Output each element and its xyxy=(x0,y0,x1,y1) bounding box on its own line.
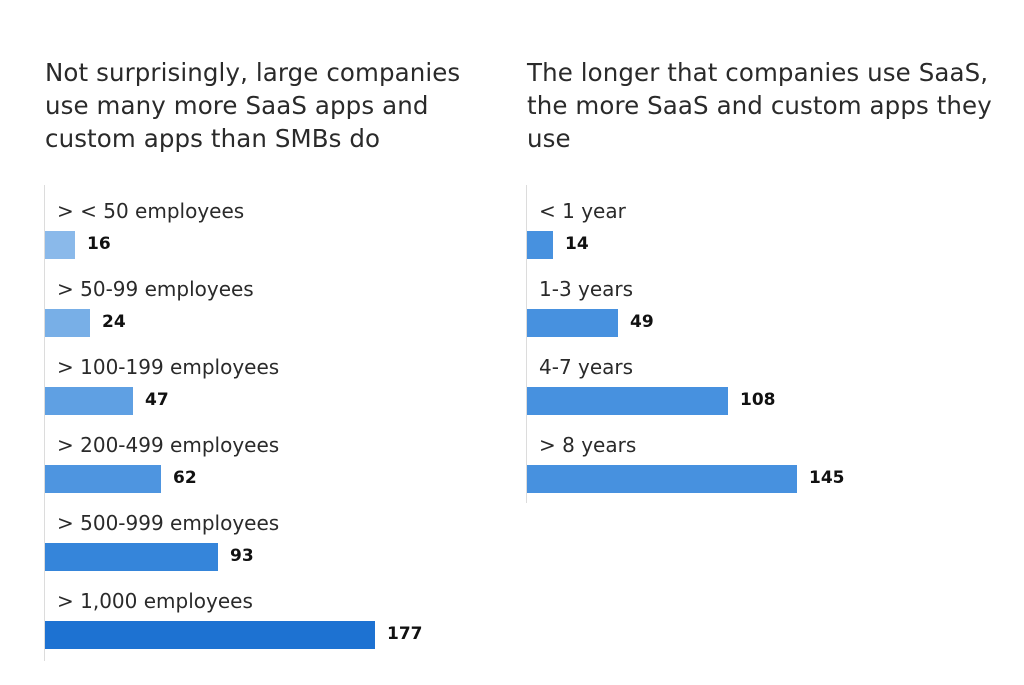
bar-value-label: 93 xyxy=(230,546,254,566)
bar-category-label: > 50-99 employees xyxy=(57,277,254,301)
bar-value-label: 49 xyxy=(630,312,654,332)
bar xyxy=(45,231,75,259)
bar-value-label: 47 xyxy=(145,390,169,410)
bar xyxy=(527,387,728,415)
bar xyxy=(45,621,375,649)
bar-row: 4-7 years 108 xyxy=(483,346,1024,424)
company-size-axis-line xyxy=(44,185,45,661)
bar xyxy=(527,231,553,259)
bar-category-label: > 1,000 employees xyxy=(57,589,253,613)
bar-category-label: > 100-199 employees xyxy=(57,355,280,379)
bar-row: > 100-199 employees 47 xyxy=(0,346,500,424)
bar xyxy=(45,387,133,415)
bar-row: > < 50 employees 16 xyxy=(0,190,500,268)
bar xyxy=(527,465,797,493)
bar-category-label: > < 50 employees xyxy=(57,199,245,223)
bar-row: < 1 year 14 xyxy=(483,190,1024,268)
bar-value-label: 24 xyxy=(102,312,126,332)
bar-value-label: 16 xyxy=(87,234,111,254)
usage-duration-chart-title: The longer that companies use SaaS, the … xyxy=(527,58,992,153)
bar-row: 1-3 years 49 xyxy=(483,268,1024,346)
bar-value-label: 177 xyxy=(387,624,423,644)
bar-category-label: > 8 years xyxy=(539,433,637,457)
bar-value-label: 145 xyxy=(809,468,845,488)
bar-value-label: 108 xyxy=(740,390,776,410)
bar-category-label: < 1 year xyxy=(539,199,626,223)
bar-value-label: 14 xyxy=(565,234,589,254)
bar-row: > 50-99 employees 24 xyxy=(0,268,500,346)
bar-category-label: > 500-999 employees xyxy=(57,511,280,535)
usage-duration-axis-line xyxy=(526,185,527,503)
bar-row: > 500-999 employees 93 xyxy=(0,502,500,580)
company-size-chart-title: Not surprisingly, large companies use ma… xyxy=(45,58,461,153)
bar xyxy=(45,309,90,337)
bar-category-label: 4-7 years xyxy=(539,355,634,379)
bar-row: > 200-499 employees 62 xyxy=(0,424,500,502)
bar-category-label: 1-3 years xyxy=(539,277,634,301)
bar-value-label: 62 xyxy=(173,468,197,488)
bar xyxy=(45,543,218,571)
bar xyxy=(45,465,161,493)
bar-row: > 1,000 employees 177 xyxy=(0,580,500,658)
bar-category-label: > 200-499 employees xyxy=(57,433,280,457)
bar xyxy=(527,309,618,337)
bar-row: > 8 years 145 xyxy=(483,424,1024,502)
